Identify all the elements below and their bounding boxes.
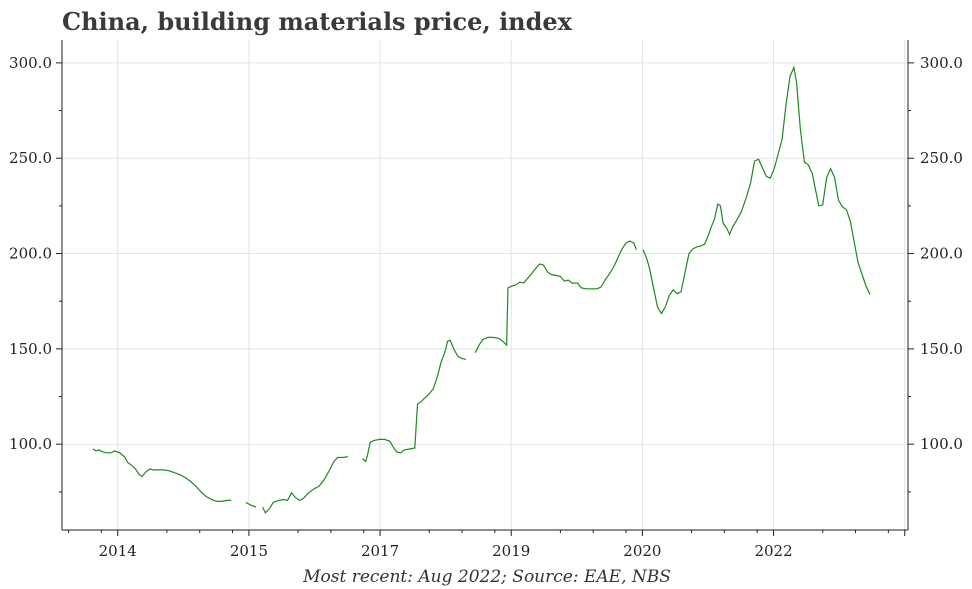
y-tick-label-left: 250.0 <box>9 149 52 167</box>
series-line <box>92 65 871 514</box>
chart-caption: Most recent: Aug 2022; Source: EAE, NBS <box>302 567 671 587</box>
series-line-segment <box>245 501 257 508</box>
axes <box>56 40 914 536</box>
x-tick-label: 2014 <box>99 542 137 560</box>
series-line-segment <box>262 456 349 514</box>
y-tick-label-right: 100.0 <box>920 435 963 453</box>
x-tick-label: 2015 <box>230 542 268 560</box>
y-tick-label-left: 300.0 <box>9 54 52 72</box>
y-tick-label-right: 150.0 <box>920 340 963 358</box>
y-tick-label-right: 300.0 <box>920 54 963 72</box>
series-line-segment <box>642 65 871 315</box>
x-tick-label: 2022 <box>754 542 792 560</box>
y-tick-label-left: 150.0 <box>9 340 52 358</box>
series-line-segment <box>92 448 232 502</box>
y-tick-label-left: 200.0 <box>9 245 52 263</box>
y-tick-label-right: 250.0 <box>920 149 963 167</box>
grid <box>62 40 908 530</box>
tick-labels: 100.0 100.0 150.0 150.0 200.0 200.0 250.0 250.0… <box>9 54 963 560</box>
series-line-segment <box>474 240 638 353</box>
y-tick-label-left: 100.0 <box>9 435 52 453</box>
x-tick-label: 2017 <box>361 542 399 560</box>
y-tick-label-right: 200.0 <box>920 245 963 263</box>
chart-title: China, building materials price, index <box>62 7 573 36</box>
series-line-segment <box>361 339 467 463</box>
x-tick-label: 2019 <box>492 542 530 560</box>
x-tick-label: 2020 <box>623 542 661 560</box>
